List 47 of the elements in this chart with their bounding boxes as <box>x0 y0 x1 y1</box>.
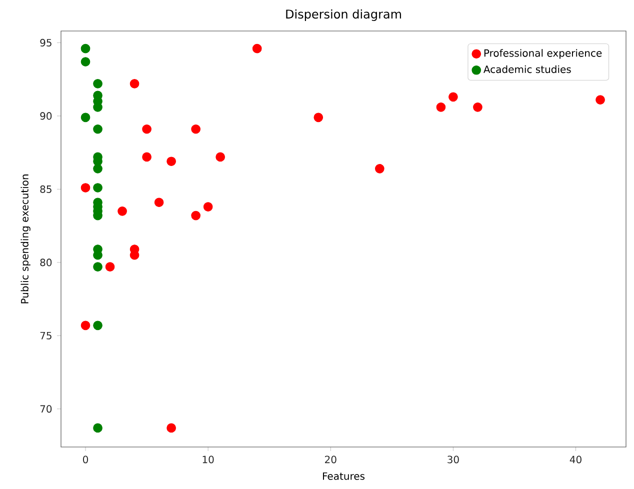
point <box>448 92 458 102</box>
point <box>93 79 102 88</box>
x-tick-label: 40 <box>570 456 582 464</box>
legend-label: Academic studies <box>484 65 571 74</box>
point <box>93 320 102 330</box>
point <box>314 112 324 122</box>
point <box>93 164 102 174</box>
point <box>191 124 200 134</box>
point <box>142 124 152 134</box>
point <box>596 95 605 105</box>
point <box>130 79 140 88</box>
y-tick-label: 80 <box>40 258 52 266</box>
point <box>473 102 482 112</box>
y-tick-label: 75 <box>40 332 52 340</box>
x-tick-label: 20 <box>325 456 336 464</box>
y-tick-label: 85 <box>40 185 52 193</box>
x-tick-label: 30 <box>448 456 459 464</box>
point <box>252 44 262 54</box>
point <box>80 57 90 66</box>
point <box>93 262 102 272</box>
point <box>93 423 102 433</box>
y-tick-label: 90 <box>40 112 52 120</box>
point <box>191 210 200 220</box>
y-axis-title: Public spending execution <box>20 174 30 304</box>
point <box>374 164 384 174</box>
point <box>80 44 90 54</box>
point <box>93 124 102 134</box>
point <box>80 112 90 122</box>
point <box>118 206 127 216</box>
point <box>166 423 176 433</box>
point <box>105 262 115 272</box>
point <box>436 102 446 112</box>
point <box>142 152 152 162</box>
point <box>166 156 176 166</box>
y-tick-label: 95 <box>40 38 52 46</box>
x-axis-title: Features <box>322 472 365 480</box>
point <box>154 198 164 208</box>
y-tick-label: 70 <box>40 405 52 413</box>
x-tick-label: 0 <box>83 456 88 464</box>
point <box>80 183 90 192</box>
x-tick-label: 10 <box>202 456 214 464</box>
chart-title: Dispersion diagram <box>286 9 401 21</box>
point <box>93 183 102 192</box>
point <box>216 152 226 162</box>
legend-label: Professional experience <box>484 49 602 59</box>
point <box>203 202 213 212</box>
point <box>80 320 90 330</box>
